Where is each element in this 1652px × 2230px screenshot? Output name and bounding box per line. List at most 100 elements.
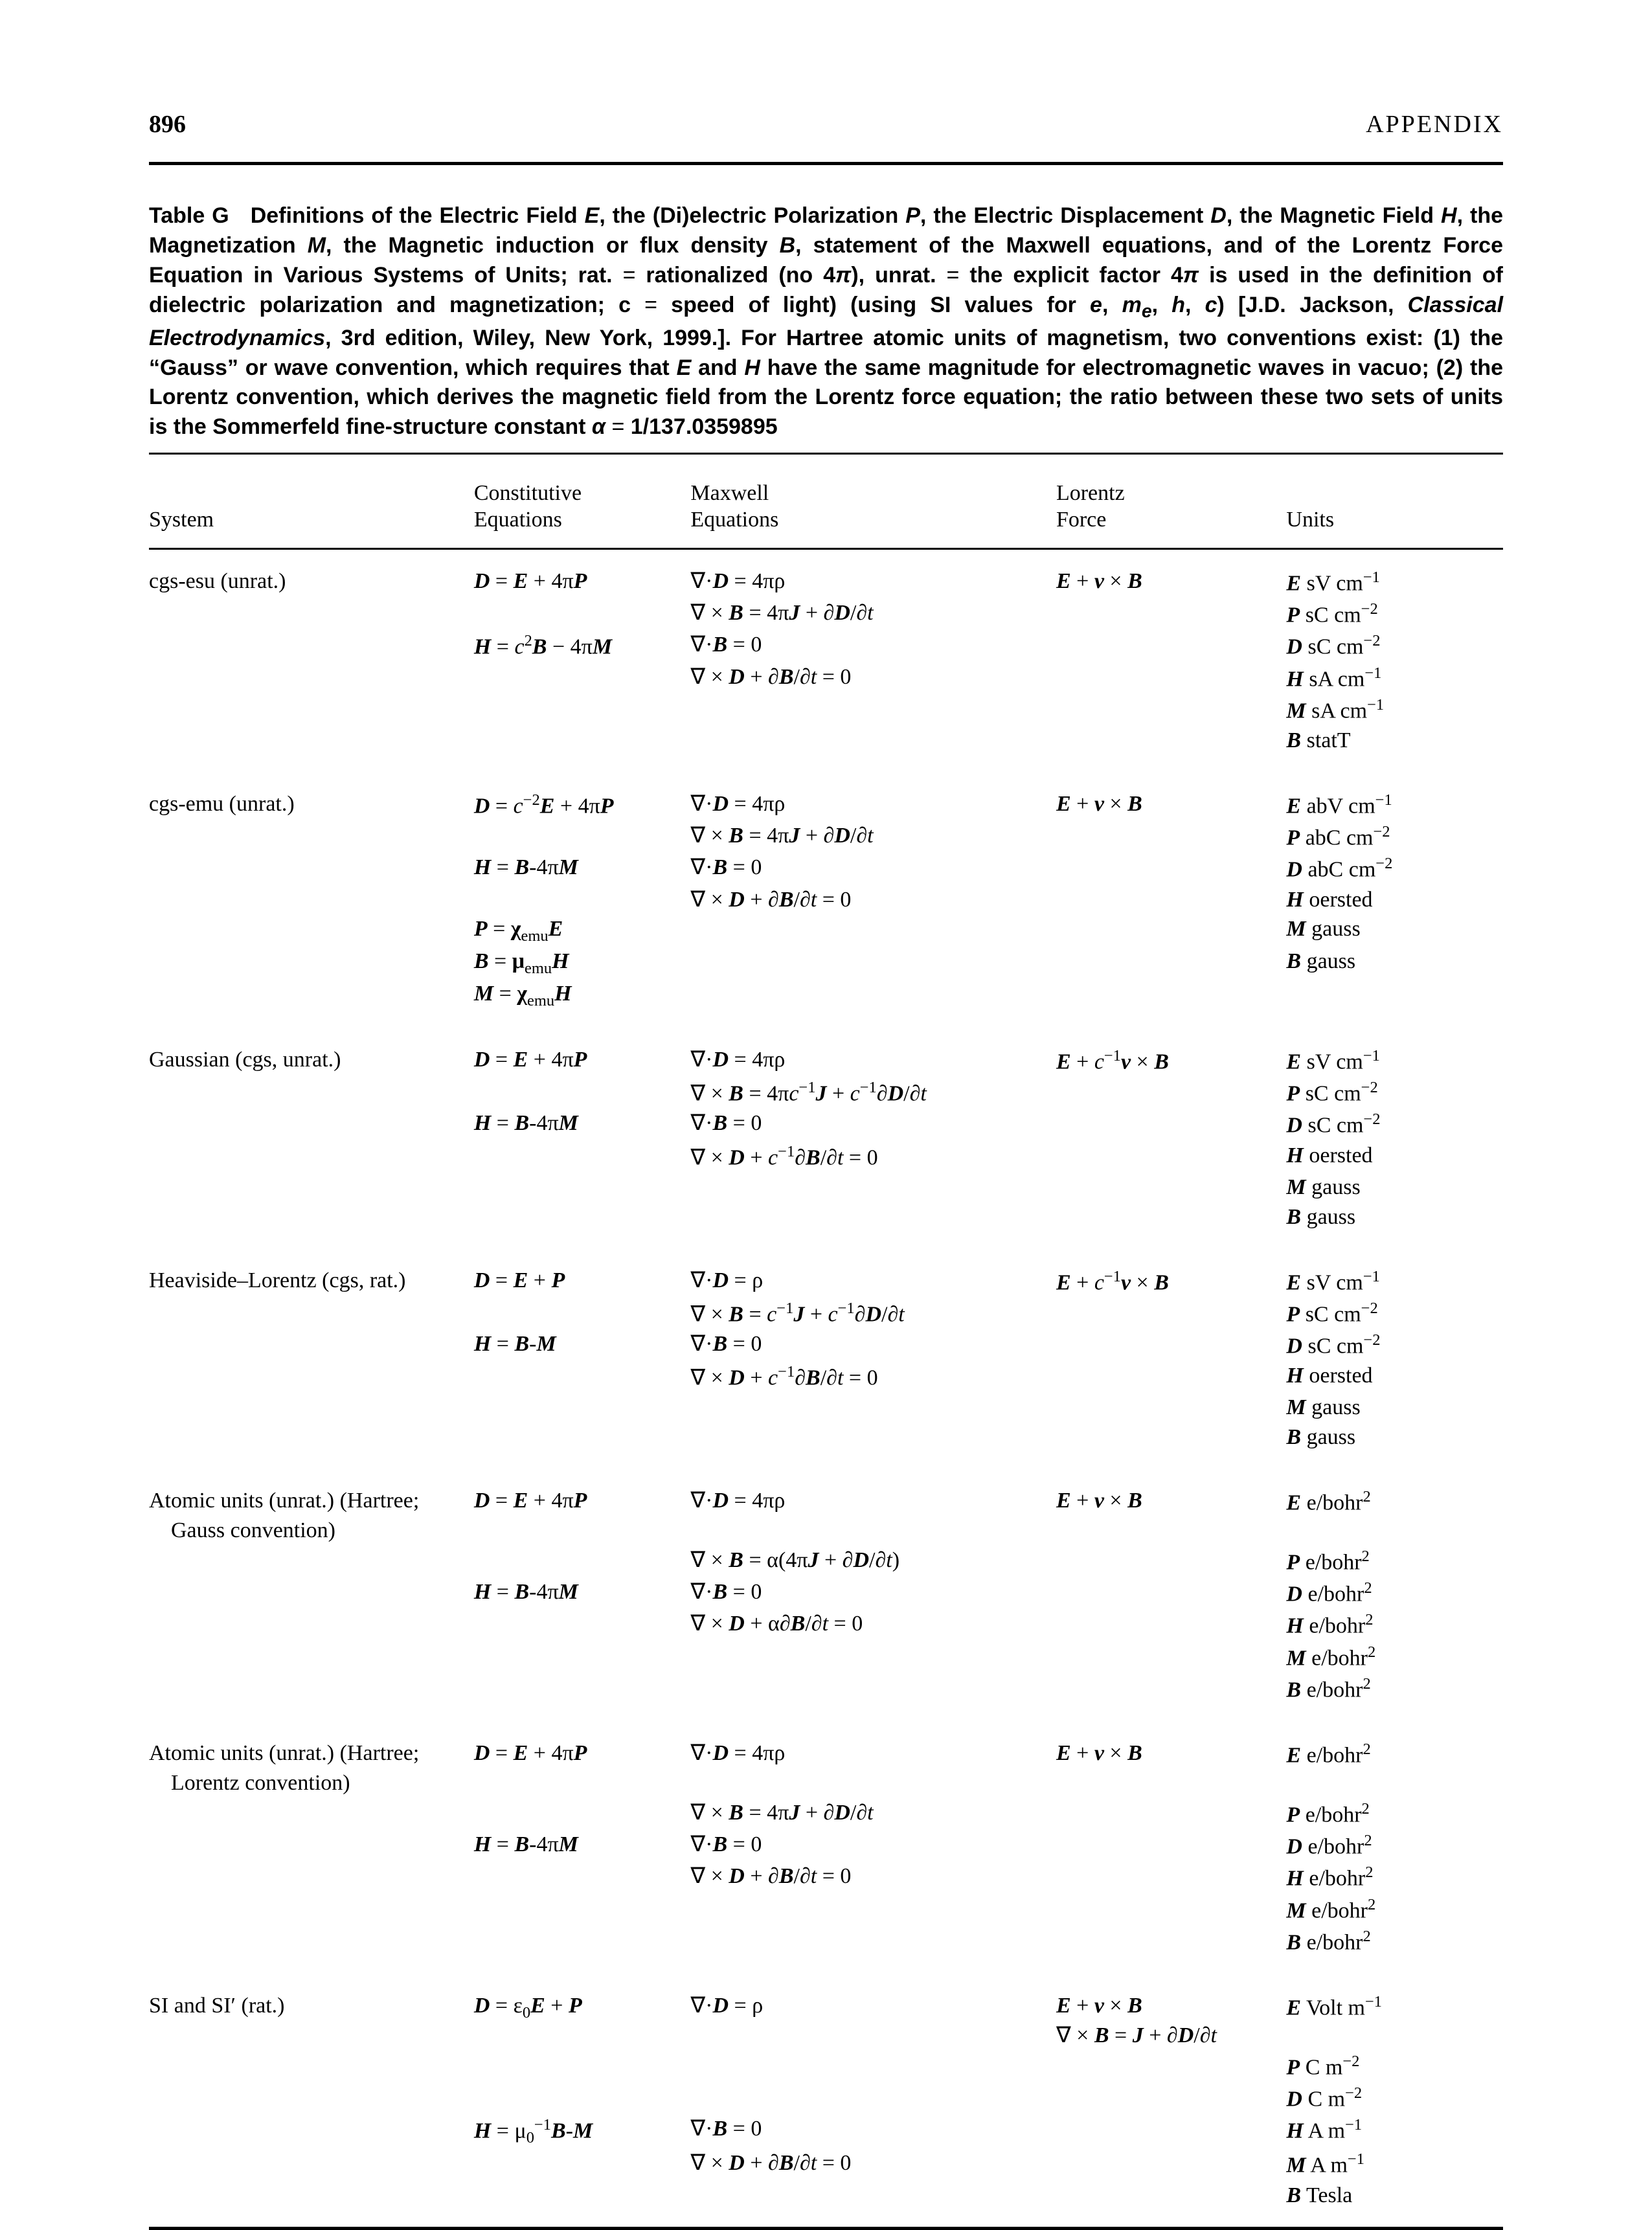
constitutive-eq: H = B-4πM	[474, 1830, 691, 1862]
maxwell-eq	[690, 979, 1056, 1028]
units: P abC cm−2	[1286, 821, 1503, 853]
maxwell-eq: ∇ × D + ∂B/∂t = 0	[690, 2148, 1056, 2180]
lorentz-force: E + v × B	[1056, 550, 1286, 598]
maxwell-eq	[690, 1894, 1056, 1926]
units: H A m−1	[1286, 2114, 1503, 2148]
maxwell-eq	[690, 2051, 1056, 2082]
maxwell-eq: ∇·B = 0	[690, 1109, 1056, 1140]
units: H e/bohr2	[1286, 1862, 1503, 1893]
units: M sA cm−1	[1286, 694, 1503, 726]
constitutive-eq	[474, 1202, 691, 1249]
units: B e/bohr2	[1286, 1926, 1503, 1974]
table-body: cgs-esu (unrat.)D = E + 4πP∇·D = 4πρE + …	[149, 548, 1503, 2230]
lorentz-force: E + v × B	[1056, 1469, 1286, 1546]
lorentz-force	[1056, 1329, 1286, 1361]
system-name	[149, 1141, 474, 1173]
system-name	[149, 2114, 474, 2148]
maxwell-eq: ∇·D = 4πρ	[690, 550, 1056, 598]
maxwell-eq: ∇·D = ρ	[690, 1249, 1056, 1298]
lorentz-force	[1056, 1673, 1286, 1722]
constitutive-eq	[474, 1673, 691, 1722]
lorentz-force	[1056, 1109, 1286, 1140]
lorentz-force	[1056, 1141, 1286, 1173]
units: D e/bohr2	[1286, 1577, 1503, 1609]
bottom-rule	[149, 2227, 1503, 2230]
constitutive-eq	[474, 1546, 691, 1577]
maxwell-eq	[690, 694, 1056, 726]
system-name	[149, 914, 474, 947]
system-name	[149, 1609, 474, 1641]
lorentz-force: E + v × B	[1056, 772, 1286, 821]
system-name	[149, 1641, 474, 1673]
units: H oersted	[1286, 1141, 1503, 1173]
constitutive-eq	[474, 1393, 691, 1423]
maxwell-eq: ∇·B = 0	[690, 853, 1056, 884]
maxwell-eq: ∇ × B = c−1J + c−1∂D/∂t	[690, 1298, 1056, 1329]
lorentz-force: E + v × B	[1056, 1722, 1286, 1798]
constitutive-eq	[474, 1423, 691, 1469]
system-name	[149, 2148, 474, 2180]
system-name	[149, 2051, 474, 2082]
lorentz-force	[1056, 885, 1286, 915]
maxwell-eq: ∇ × D + α∂B/∂t = 0	[690, 1609, 1056, 1641]
lorentz-force	[1056, 598, 1286, 630]
units: H e/bohr2	[1286, 1609, 1503, 1641]
constitutive-eq: D = E + 4πP	[474, 1469, 691, 1546]
units: P sC cm−2	[1286, 1077, 1503, 1109]
lorentz-force	[1056, 2114, 1286, 2148]
constitutive-eq	[474, 821, 691, 853]
system-name	[149, 1423, 474, 1469]
constitutive-eq	[474, 1798, 691, 1830]
lorentz-force	[1056, 2082, 1286, 2114]
page-number: 896	[149, 110, 186, 139]
constitutive-eq	[474, 1361, 691, 1393]
system-name	[149, 1546, 474, 1577]
units: P sC cm−2	[1286, 598, 1503, 630]
units: D sC cm−2	[1286, 1109, 1503, 1140]
constitutive-eq: M = χemuH	[474, 979, 691, 1028]
lorentz-force: E + c−1v × B	[1056, 1028, 1286, 1077]
lorentz-force	[1056, 1577, 1286, 1609]
constitutive-eq: D = E + 4πP	[474, 550, 691, 598]
units: B gauss	[1286, 1423, 1503, 1469]
lorentz-force	[1056, 1798, 1286, 1830]
units: E sV cm−1	[1286, 550, 1503, 598]
col-header-maxwell: MaxwellEquations	[690, 466, 1056, 548]
maxwell-eq	[690, 1641, 1056, 1673]
maxwell-eq: ∇·D = 4πρ	[690, 1028, 1056, 1077]
constitutive-eq	[474, 1141, 691, 1173]
lorentz-force	[1056, 694, 1286, 726]
lorentz-force	[1056, 630, 1286, 662]
col-header-constitutive: ConstitutiveEquations	[474, 466, 691, 548]
units: D sC cm−2	[1286, 630, 1503, 662]
maxwell-eq: ∇·D = ρ	[690, 1974, 1056, 2051]
units: M e/bohr2	[1286, 1894, 1503, 1926]
lorentz-force	[1056, 1641, 1286, 1673]
units: E e/bohr2	[1286, 1469, 1503, 1546]
system-name	[149, 598, 474, 630]
col-header-lorentz: LorentzForce	[1056, 466, 1286, 548]
system-name	[149, 1202, 474, 1249]
maxwell-eq	[690, 1173, 1056, 1202]
units: B gauss	[1286, 947, 1503, 979]
system-name	[149, 1077, 474, 1109]
units	[1286, 979, 1503, 1028]
units: E sV cm−1	[1286, 1249, 1503, 1298]
system-name	[149, 885, 474, 915]
lorentz-force	[1056, 1609, 1286, 1641]
maxwell-eq: ∇·B = 0	[690, 2114, 1056, 2148]
lorentz-force	[1056, 1862, 1286, 1893]
constitutive-eq: P = χemuE	[474, 914, 691, 947]
units: M gauss	[1286, 914, 1503, 947]
system-name	[149, 1361, 474, 1393]
maxwell-eq	[690, 1926, 1056, 1974]
lorentz-force	[1056, 979, 1286, 1028]
lorentz-force	[1056, 726, 1286, 772]
constitutive-eq: H = μ0−1B-M	[474, 2114, 691, 2148]
system-name	[149, 1894, 474, 1926]
maxwell-eq: ∇ × D + c−1∂B/∂t = 0	[690, 1141, 1056, 1173]
constitutive-eq	[474, 1894, 691, 1926]
constitutive-eq	[474, 1077, 691, 1109]
maxwell-eq	[690, 2181, 1056, 2227]
system-name	[149, 2181, 474, 2227]
